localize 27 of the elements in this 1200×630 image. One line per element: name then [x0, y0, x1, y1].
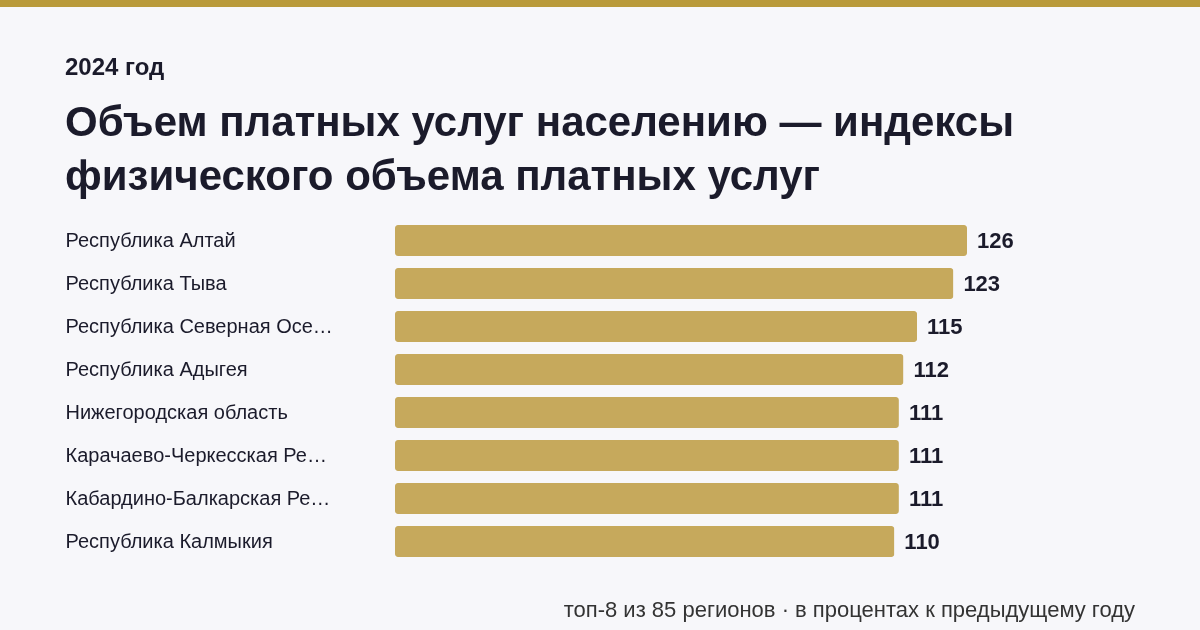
bar: [395, 483, 899, 514]
bar: [395, 397, 899, 428]
y-tick-label: Республика Калмыкия: [65, 529, 273, 552]
y-tick-label: Кабардино-Балкарская Ре…: [65, 486, 331, 509]
data-label: 111: [908, 399, 944, 425]
data-label: 110: [904, 528, 940, 554]
data-label: 123: [963, 270, 1001, 296]
bar: [395, 440, 899, 471]
bar: [395, 225, 967, 256]
y-tick-label: Республика Адыгея: [65, 357, 248, 380]
y-tick-label: Нижегородская область: [65, 400, 288, 423]
data-label: 126: [977, 227, 1014, 253]
y-tick-label: Республика Тыва: [65, 271, 228, 294]
bar: [395, 268, 954, 299]
data-label: 111: [908, 442, 944, 468]
data-label: 111: [908, 485, 944, 511]
y-tick-label: Республика Алтай: [65, 228, 236, 251]
text: 2024 год: [65, 53, 165, 81]
text: топ-8 из 85 регионов · в процентах к предыдущему году: [563, 597, 1135, 623]
y-tick-label: Карачаево-Черкесская Ре…: [65, 443, 327, 466]
bar: [395, 526, 895, 557]
chart-title: Объем платных услуг населению — индексы физического объема платных услуг: [65, 97, 1015, 201]
bar: [395, 311, 918, 342]
data-label: 115: [927, 313, 963, 339]
bar: [395, 354, 904, 385]
y-tick-label: Республика Северная Осе…: [65, 314, 333, 337]
data-label: 112: [913, 356, 949, 382]
